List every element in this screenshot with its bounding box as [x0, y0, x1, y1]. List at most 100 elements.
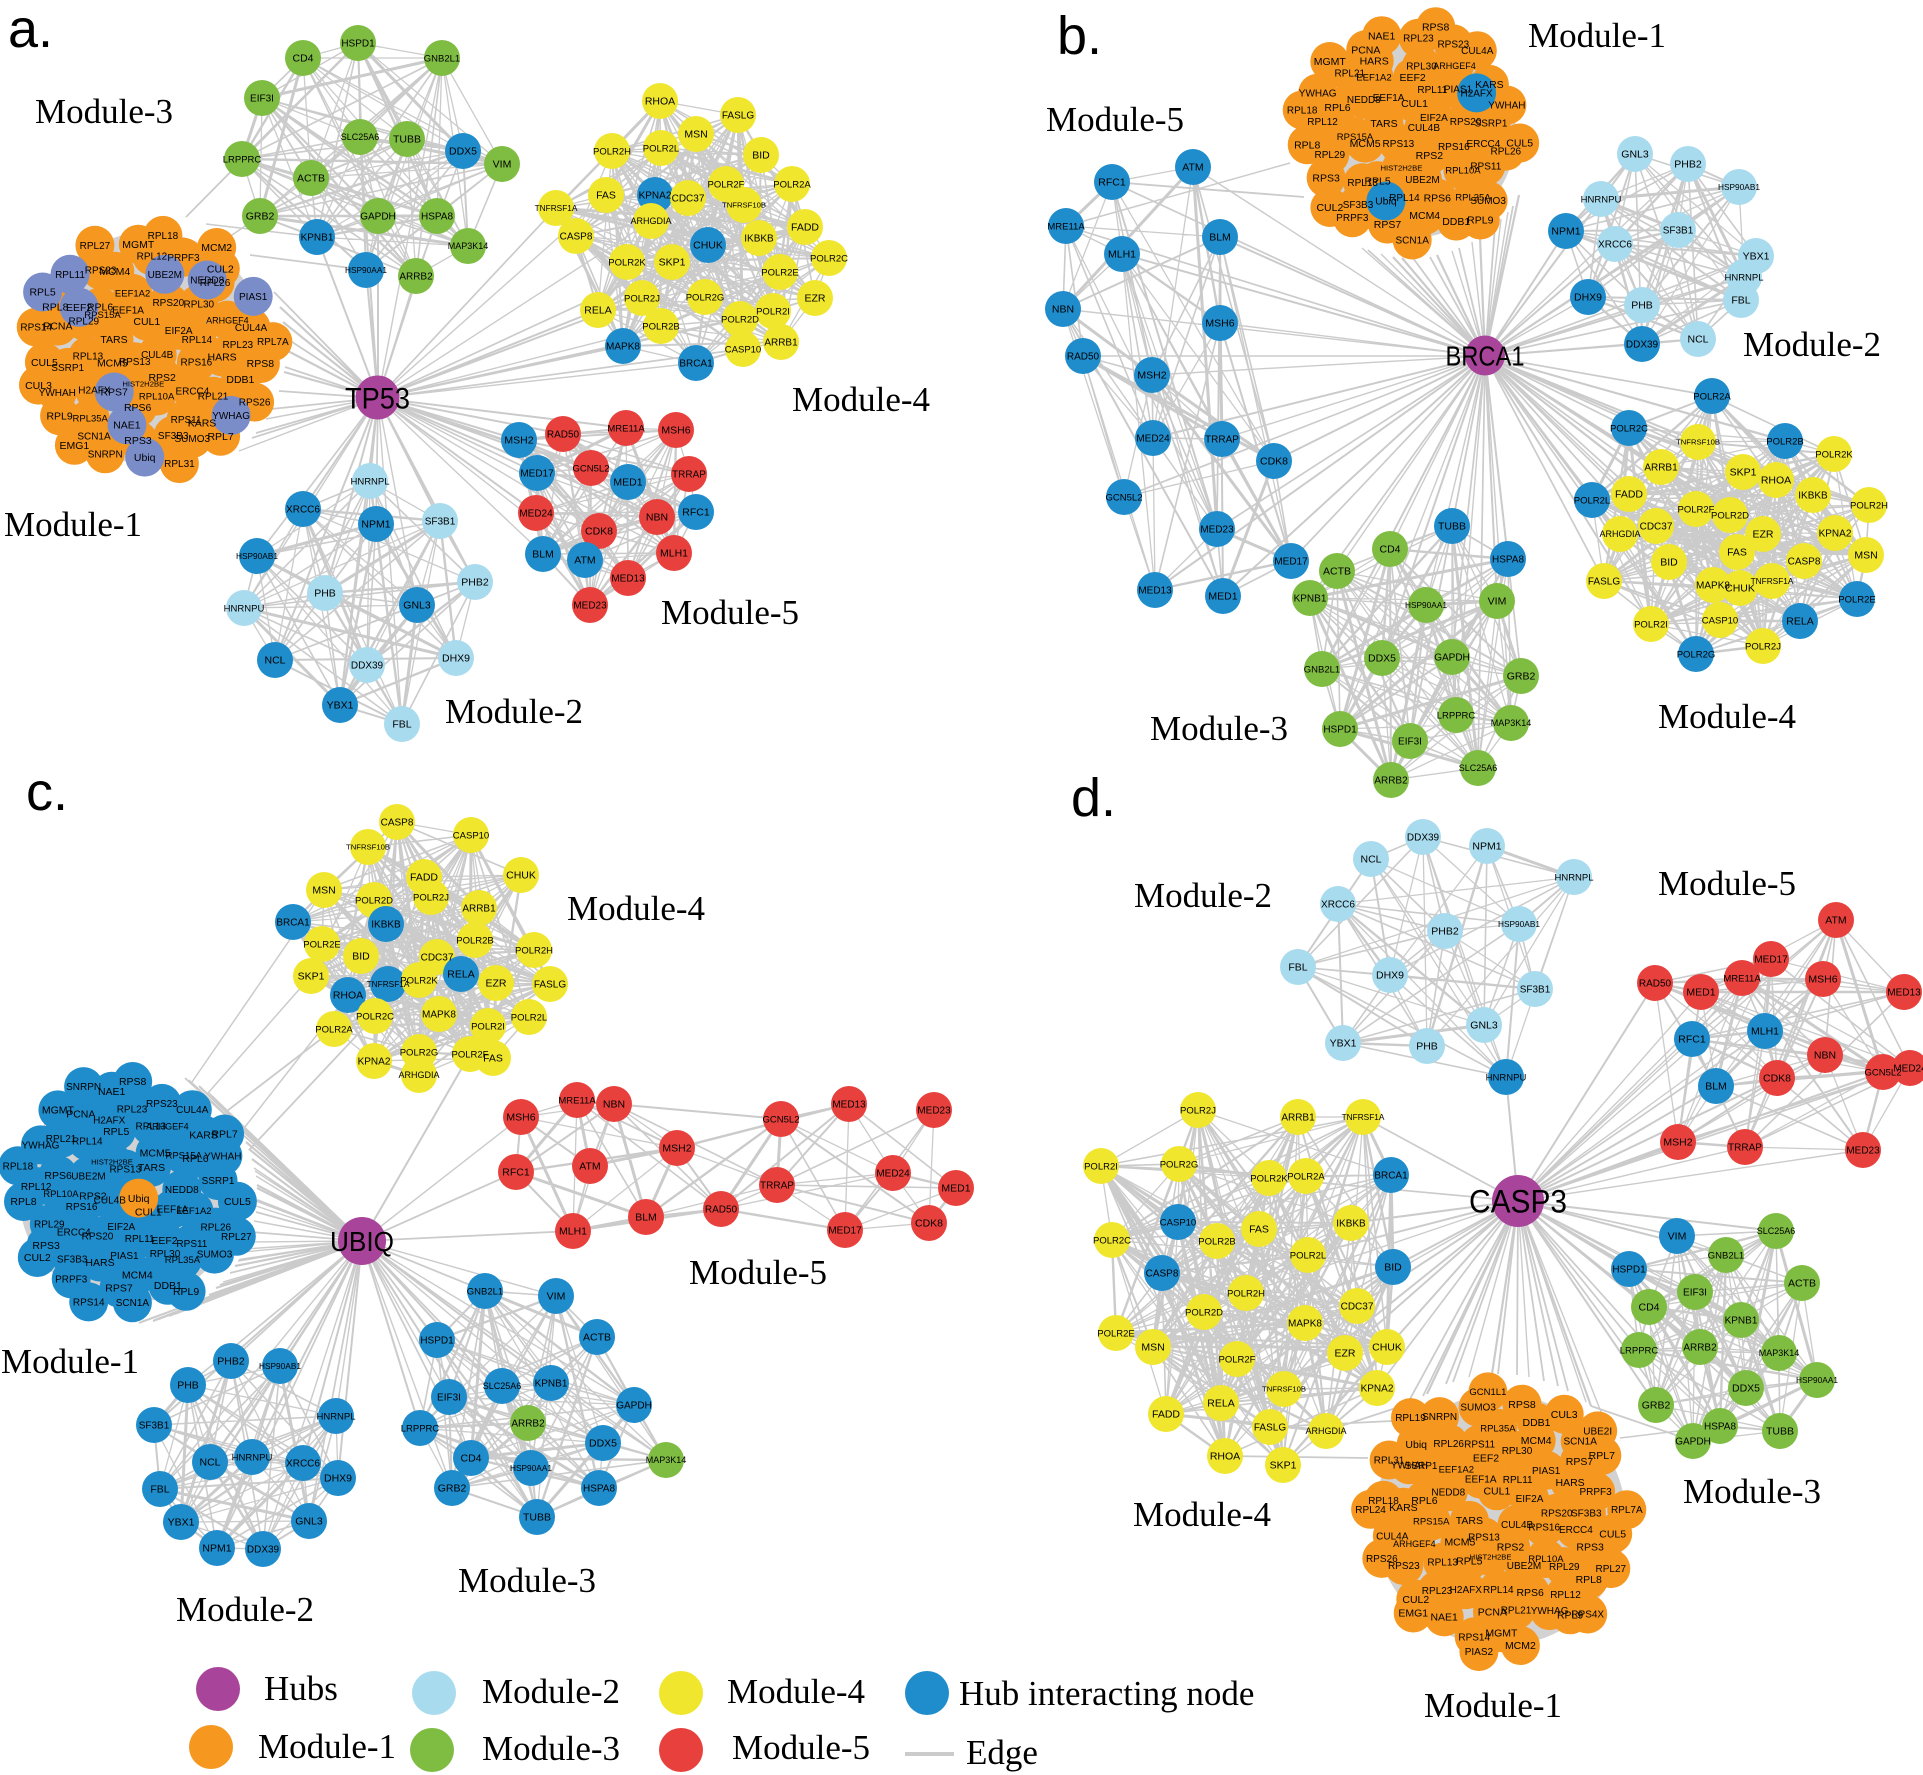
svg-text:PIAS1: PIAS1 — [239, 292, 268, 303]
svg-text:CASP3: CASP3 — [1469, 1184, 1567, 1220]
svg-text:MRE11A: MRE11A — [1723, 973, 1761, 984]
svg-text:RPL23: RPL23 — [117, 1104, 148, 1115]
svg-text:POLR2J: POLR2J — [1745, 641, 1781, 652]
svg-text:CUL5: CUL5 — [31, 357, 58, 369]
svg-text:PRPF3: PRPF3 — [1336, 213, 1369, 224]
svg-text:Ubiq: Ubiq — [128, 1193, 150, 1205]
svg-text:EZR: EZR — [486, 978, 507, 990]
svg-text:YWHAH: YWHAH — [204, 1151, 241, 1162]
svg-text:IKBKB: IKBKB — [1336, 1219, 1366, 1230]
svg-text:YBX1: YBX1 — [327, 700, 354, 712]
svg-text:H2AFX: H2AFX — [1450, 1585, 1483, 1596]
svg-text:MAPK8: MAPK8 — [422, 1010, 456, 1021]
svg-text:GRB2: GRB2 — [438, 1483, 467, 1495]
svg-text:CUL4B: CUL4B — [94, 1195, 127, 1206]
svg-text:HSP90AA1: HSP90AA1 — [345, 265, 387, 275]
svg-text:YBX1: YBX1 — [1743, 251, 1770, 263]
svg-text:FASLG: FASLG — [722, 111, 754, 122]
svg-text:RELA: RELA — [447, 969, 474, 981]
svg-text:PRPF3: PRPF3 — [167, 253, 200, 264]
svg-text:IKBKB: IKBKB — [744, 234, 774, 245]
svg-text:POLR2G: POLR2G — [1160, 1159, 1199, 1170]
svg-text:NAE1: NAE1 — [98, 1086, 126, 1098]
svg-text:TARS: TARS — [100, 334, 127, 346]
svg-text:NAE1: NAE1 — [1430, 1612, 1458, 1624]
svg-text:RPL11: RPL11 — [55, 270, 85, 281]
svg-text:CDC37: CDC37 — [1341, 1302, 1374, 1313]
svg-text:HNRNPU: HNRNPU — [1486, 1072, 1527, 1083]
svg-text:SLC25A6: SLC25A6 — [1459, 763, 1498, 773]
svg-text:Module-3: Module-3 — [35, 92, 173, 131]
svg-text:RPL7A: RPL7A — [1611, 1505, 1643, 1516]
svg-text:FAS: FAS — [1249, 1224, 1269, 1236]
svg-text:Module-2: Module-2 — [445, 692, 583, 731]
svg-text:RPS7: RPS7 — [100, 387, 128, 399]
svg-text:MCM5: MCM5 — [97, 357, 128, 369]
svg-text:CHUK: CHUK — [1372, 1342, 1402, 1354]
svg-text:RPS6: RPS6 — [44, 1170, 72, 1182]
svg-text:HIST2H2BE: HIST2H2BE — [91, 1157, 133, 1166]
svg-text:MED24: MED24 — [1893, 1064, 1923, 1075]
svg-text:TRRAP: TRRAP — [1205, 435, 1239, 446]
svg-text:ATM: ATM — [1825, 915, 1846, 927]
svg-text:DDB1: DDB1 — [1522, 1417, 1550, 1429]
svg-text:CDK8: CDK8 — [1260, 456, 1288, 468]
svg-text:ACTB: ACTB — [583, 1332, 611, 1344]
svg-text:ERCC4: ERCC4 — [1466, 139, 1500, 150]
svg-text:RELA: RELA — [1207, 1398, 1234, 1410]
svg-text:RELA: RELA — [584, 305, 611, 317]
svg-text:BRCA1: BRCA1 — [679, 359, 713, 370]
svg-text:Module-4: Module-4 — [727, 1672, 865, 1711]
svg-text:POLR2C: POLR2C — [810, 253, 848, 264]
svg-text:MAP3K14: MAP3K14 — [448, 241, 489, 251]
svg-text:GRB2: GRB2 — [1642, 1400, 1671, 1412]
svg-text:CD4: CD4 — [1638, 1302, 1659, 1314]
svg-text:RPL27: RPL27 — [1596, 1564, 1627, 1575]
svg-text:YWHAH: YWHAH — [1488, 101, 1525, 112]
svg-text:SCN1A: SCN1A — [77, 432, 111, 443]
svg-text:GNL3: GNL3 — [1621, 149, 1649, 161]
svg-text:TUBB: TUBB — [523, 1512, 551, 1524]
svg-text:RPL27: RPL27 — [80, 241, 111, 252]
svg-text:EEF1A2: EEF1A2 — [115, 289, 150, 300]
svg-text:RPL31: RPL31 — [164, 459, 195, 470]
svg-text:BLM: BLM — [532, 549, 554, 561]
svg-text:CUL1: CUL1 — [135, 1207, 162, 1219]
svg-text:Ubiq: Ubiq — [134, 452, 156, 464]
svg-text:CDK8: CDK8 — [585, 526, 613, 538]
svg-text:RPL9: RPL9 — [173, 1286, 199, 1298]
svg-text:RPL12: RPL12 — [1307, 117, 1338, 128]
svg-text:RPS23: RPS23 — [1388, 1561, 1420, 1572]
svg-text:FADD: FADD — [791, 222, 819, 234]
svg-text:MSH6: MSH6 — [506, 1112, 535, 1124]
svg-text:SF3B1: SF3B1 — [139, 1421, 170, 1432]
svg-text:CUL2: CUL2 — [24, 1252, 51, 1264]
svg-text:RPL7: RPL7 — [207, 431, 233, 443]
svg-text:MED23: MED23 — [1846, 1146, 1880, 1157]
svg-text:CUL3: CUL3 — [1551, 1409, 1578, 1421]
svg-text:RPS13: RPS13 — [1383, 139, 1415, 150]
svg-text:DDB1: DDB1 — [226, 374, 254, 386]
svg-text:FADD: FADD — [410, 872, 438, 884]
svg-text:POLR2A: POLR2A — [315, 1024, 353, 1035]
svg-text:RPS20: RPS20 — [152, 298, 184, 309]
svg-text:GCN5L2: GCN5L2 — [763, 1114, 800, 1125]
svg-text:RPL35A: RPL35A — [73, 414, 109, 425]
svg-text:MED17: MED17 — [520, 469, 554, 480]
svg-text:RAD50: RAD50 — [1639, 979, 1672, 990]
svg-text:HSP90AB1: HSP90AB1 — [259, 1361, 301, 1371]
svg-text:TNFRSF1A: TNFRSF1A — [1342, 1112, 1385, 1122]
svg-text:XRCC6: XRCC6 — [1598, 240, 1632, 251]
svg-text:RPS7: RPS7 — [105, 1283, 133, 1295]
svg-text:EEF1A2: EEF1A2 — [1356, 72, 1391, 83]
svg-text:RPL14: RPL14 — [72, 1137, 103, 1148]
svg-text:SNRPN: SNRPN — [66, 1082, 101, 1093]
svg-text:YWHAH: YWHAH — [1391, 1460, 1428, 1471]
svg-text:CD4: CD4 — [460, 1453, 481, 1465]
svg-text:POLR2J: POLR2J — [624, 293, 660, 304]
svg-text:MED1: MED1 — [941, 1183, 970, 1195]
svg-text:HIST2H2BE: HIST2H2BE — [122, 379, 164, 388]
svg-text:TNFRSF1A: TNFRSF1A — [1751, 576, 1794, 586]
svg-text:MCM5: MCM5 — [1350, 138, 1381, 150]
svg-text:UBE2M: UBE2M — [148, 270, 182, 281]
